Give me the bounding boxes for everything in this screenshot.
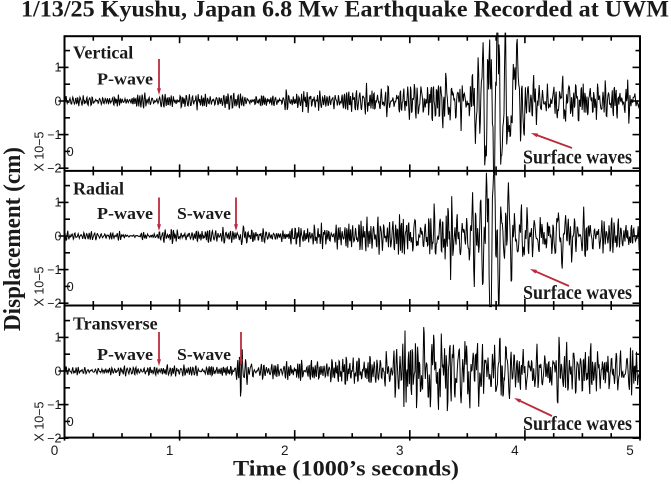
svg-text:Surface waves: Surface waves — [523, 147, 632, 169]
svg-text:−1: −1 — [47, 263, 61, 277]
svg-text:X 10−5: X 10−5 — [33, 401, 47, 441]
svg-text:P-wave: P-wave — [97, 345, 153, 364]
svg-text:0: 0 — [67, 279, 74, 294]
svg-text:1: 1 — [55, 196, 62, 210]
svg-text:−2: −2 — [47, 162, 61, 176]
svg-text:Time (1000’s seconds): Time (1000’s seconds) — [233, 456, 459, 481]
svg-text:5: 5 — [626, 443, 634, 458]
svg-text:Displacement (cm): Displacement (cm) — [0, 147, 26, 331]
svg-text:0: 0 — [55, 229, 62, 243]
svg-text:Surface waves: Surface waves — [523, 413, 632, 435]
svg-text:−2: −2 — [47, 297, 61, 311]
svg-text:Vertical: Vertical — [73, 43, 133, 63]
svg-text:1: 1 — [55, 61, 62, 75]
svg-text:X 10−5: X 10−5 — [33, 266, 47, 306]
svg-text:0: 0 — [67, 414, 74, 429]
svg-text:3: 3 — [396, 443, 404, 458]
svg-text:0: 0 — [55, 364, 62, 378]
svg-text:S-wave: S-wave — [177, 345, 231, 364]
svg-text:1/13/25 Kyushu, Japan 6.8 Mw E: 1/13/25 Kyushu, Japan 6.8 Mw Earthquake … — [21, 0, 669, 22]
svg-text:Transverse: Transverse — [73, 314, 158, 334]
svg-text:X 10−5: X 10−5 — [33, 131, 47, 171]
svg-text:2: 2 — [281, 443, 289, 458]
svg-text:1: 1 — [166, 443, 174, 458]
svg-text:Radial: Radial — [73, 179, 124, 199]
svg-text:P-wave: P-wave — [97, 70, 153, 89]
svg-text:0: 0 — [67, 144, 74, 159]
svg-text:0: 0 — [55, 94, 62, 108]
svg-text:4: 4 — [511, 443, 519, 458]
svg-text:S-wave: S-wave — [177, 204, 231, 223]
svg-text:0: 0 — [51, 443, 59, 458]
svg-text:−1: −1 — [47, 398, 61, 412]
svg-text:Surface waves: Surface waves — [523, 282, 632, 304]
svg-text:−1: −1 — [47, 128, 61, 142]
svg-text:P-wave: P-wave — [97, 204, 153, 223]
svg-text:1: 1 — [55, 331, 62, 345]
svg-text:−2: −2 — [47, 432, 61, 446]
